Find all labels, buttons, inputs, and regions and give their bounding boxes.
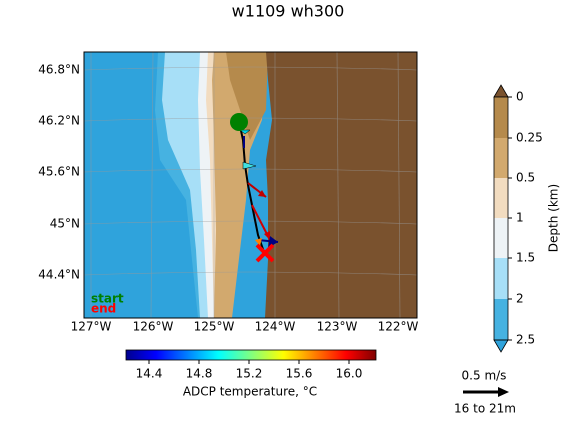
scale-depth: 16 to 21m [454, 402, 516, 416]
depth-tick: 2 [516, 292, 524, 306]
depth-label: Depth (km) [547, 184, 561, 252]
depth-tick: 1 [516, 211, 524, 225]
map-frame [83, 51, 418, 319]
temperature-label: ADCP temperature, °C [183, 385, 317, 399]
lon-label: 123°W [317, 320, 358, 334]
temperature-tick: 15.2 [236, 367, 263, 381]
lat-label: 44.4°N [38, 268, 80, 282]
lon-label: 127°W [71, 320, 112, 334]
lat-label: 46.8°N [38, 63, 80, 77]
end-marker [255, 243, 275, 263]
start-marker [230, 113, 248, 131]
lon-ticks: 127°W 126°W 125°W 124°W 123°W 122°W [71, 320, 419, 334]
depth-tick-marks [508, 96, 512, 341]
lon-label: 124°W [255, 320, 296, 334]
depth-tick: 2.5 [516, 333, 535, 347]
lat-label: 45°N [50, 217, 80, 231]
depth-tick: 1.5 [516, 251, 535, 265]
velocity-arrows [239, 129, 279, 248]
temperature-colorbar [125, 349, 377, 361]
lon-label: 125°W [194, 320, 235, 334]
legend-start: start [91, 292, 124, 306]
scale-speed: 0.5 m/s [462, 369, 507, 383]
depth-tick: 0.25 [516, 131, 543, 145]
temperature-tick-marks [148, 360, 350, 364]
scale-arrowhead [498, 387, 509, 397]
temperature-tick: 14.8 [186, 367, 213, 381]
depth-colorbar [493, 84, 509, 353]
legend-end: end [91, 302, 116, 316]
lat-label: 46.2°N [38, 114, 80, 128]
lon-label: 126°W [133, 320, 174, 334]
depth-tick: 0 [516, 90, 524, 104]
temperature-tick: 16.0 [336, 367, 363, 381]
lat-label: 45.6°N [38, 165, 80, 179]
lon-label: 122°W [378, 320, 419, 334]
depth-tick: 0.5 [516, 171, 535, 185]
graticule [84, 52, 417, 318]
temperature-tick: 14.4 [136, 367, 163, 381]
title: w1109 wh300 [232, 2, 345, 21]
land [265, 52, 417, 318]
temperature-tick: 15.6 [286, 367, 313, 381]
lat-ticks: 46.8°N 46.2°N 45.6°N 45°N 44.4°N [38, 63, 80, 282]
map [84, 52, 417, 318]
